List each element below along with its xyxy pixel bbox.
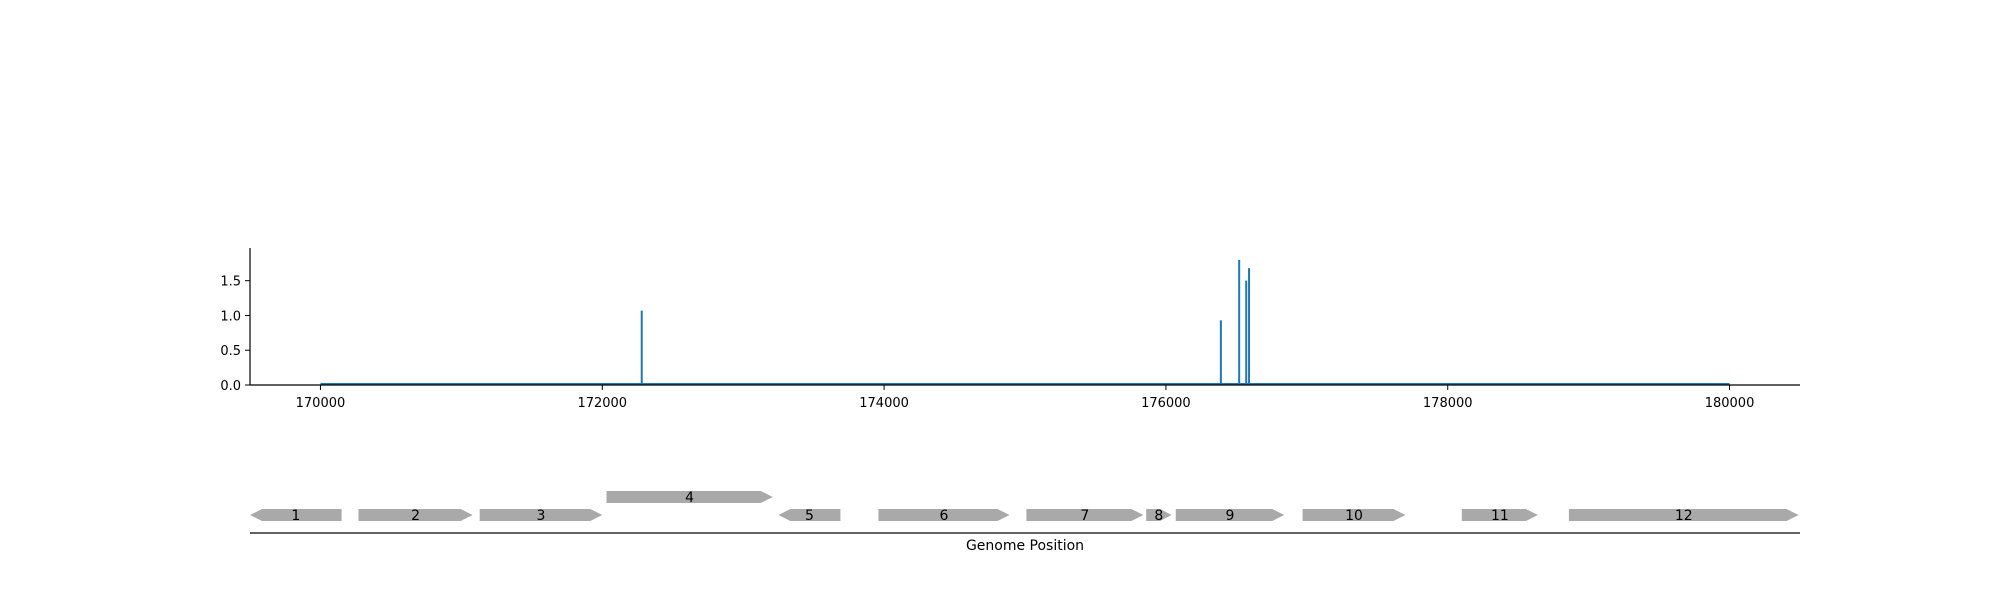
gene-feature xyxy=(250,509,342,521)
gene-feature xyxy=(479,509,603,521)
gene-feature xyxy=(778,509,841,521)
gene-feature-label: 8 xyxy=(1154,508,1163,524)
gene-feature-label: 12 xyxy=(1675,508,1693,524)
x-tick-label: 178000 xyxy=(1423,396,1473,411)
gene-feature-label: 5 xyxy=(805,508,814,524)
coverage-panel: 170000 172000 174000 176000 178000 180000 0.0… xyxy=(220,248,1800,411)
gene-feature-label: 3 xyxy=(537,508,546,524)
x-tick-label: 176000 xyxy=(1141,396,1191,411)
x-tick-label: 170000 xyxy=(296,396,346,411)
x-tick-label: 174000 xyxy=(859,396,909,411)
gene-feature-label: 2 xyxy=(411,508,420,524)
coverage-y-ticks: 0.0 0.5 1.0 1.5 xyxy=(220,275,250,394)
gene-feature-label: 6 xyxy=(940,508,949,524)
gene-feature xyxy=(1026,509,1144,521)
x-tick-label: 172000 xyxy=(577,396,627,411)
gene-feature xyxy=(878,509,1010,521)
gene-feature-label: 11 xyxy=(1491,508,1509,524)
gene-feature-label: 7 xyxy=(1080,508,1089,524)
gene-track-panel: 1 2 345 6 7 8 9 10 11 12 Genome Position xyxy=(250,490,1800,554)
gene-feature xyxy=(606,491,773,503)
gene-track-xlabel: Genome Position xyxy=(966,538,1084,554)
gene-feature xyxy=(1461,509,1538,521)
y-tick-label: 1.5 xyxy=(220,275,241,290)
gene-feature-label: 4 xyxy=(685,490,694,506)
x-tick-label: 180000 xyxy=(1705,396,1755,411)
gene-feature-label: 1 xyxy=(291,508,300,524)
coverage-x-ticks: 170000 172000 174000 176000 178000 180000 xyxy=(296,385,1755,411)
y-tick-label: 0.0 xyxy=(220,379,241,394)
coverage-series xyxy=(320,259,1730,385)
gene-feature xyxy=(1146,509,1172,521)
gene-feature xyxy=(358,509,473,521)
gene-feature xyxy=(1568,509,1799,521)
gene-feature xyxy=(1175,509,1285,521)
gene-feature-label: 9 xyxy=(1226,508,1235,524)
y-tick-label: 1.0 xyxy=(220,309,241,324)
gene-feature-label: 10 xyxy=(1345,508,1363,524)
gene-feature xyxy=(1302,509,1406,521)
gene-features: 1 2 345 6 7 8 9 10 11 12 xyxy=(250,490,1799,524)
y-tick-label: 0.5 xyxy=(220,344,241,359)
